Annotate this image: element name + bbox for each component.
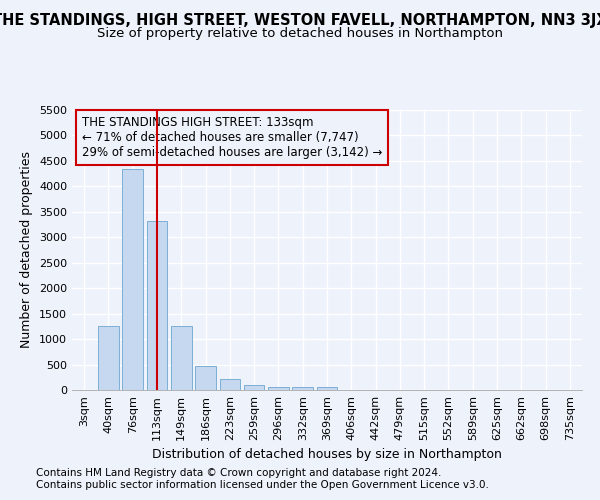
Text: THE STANDINGS, HIGH STREET, WESTON FAVELL, NORTHAMPTON, NN3 3JX: THE STANDINGS, HIGH STREET, WESTON FAVEL…: [0, 12, 600, 28]
X-axis label: Distribution of detached houses by size in Northampton: Distribution of detached houses by size …: [152, 448, 502, 462]
Bar: [122, 168, 143, 390]
Bar: [98, 326, 119, 390]
Bar: [317, 387, 337, 390]
Text: Size of property relative to detached houses in Northampton: Size of property relative to detached ho…: [97, 28, 503, 40]
Bar: [268, 387, 289, 390]
Text: THE STANDINGS HIGH STREET: 133sqm
← 71% of detached houses are smaller (7,747)
2: THE STANDINGS HIGH STREET: 133sqm ← 71% …: [82, 116, 383, 158]
Y-axis label: Number of detached properties: Number of detached properties: [20, 152, 34, 348]
Text: Contains public sector information licensed under the Open Government Licence v3: Contains public sector information licen…: [36, 480, 489, 490]
Bar: [292, 387, 313, 390]
Bar: [195, 366, 216, 390]
Bar: [171, 326, 191, 390]
Bar: [220, 380, 240, 390]
Bar: [146, 222, 167, 390]
Text: Contains HM Land Registry data © Crown copyright and database right 2024.: Contains HM Land Registry data © Crown c…: [36, 468, 442, 477]
Bar: [244, 386, 265, 390]
